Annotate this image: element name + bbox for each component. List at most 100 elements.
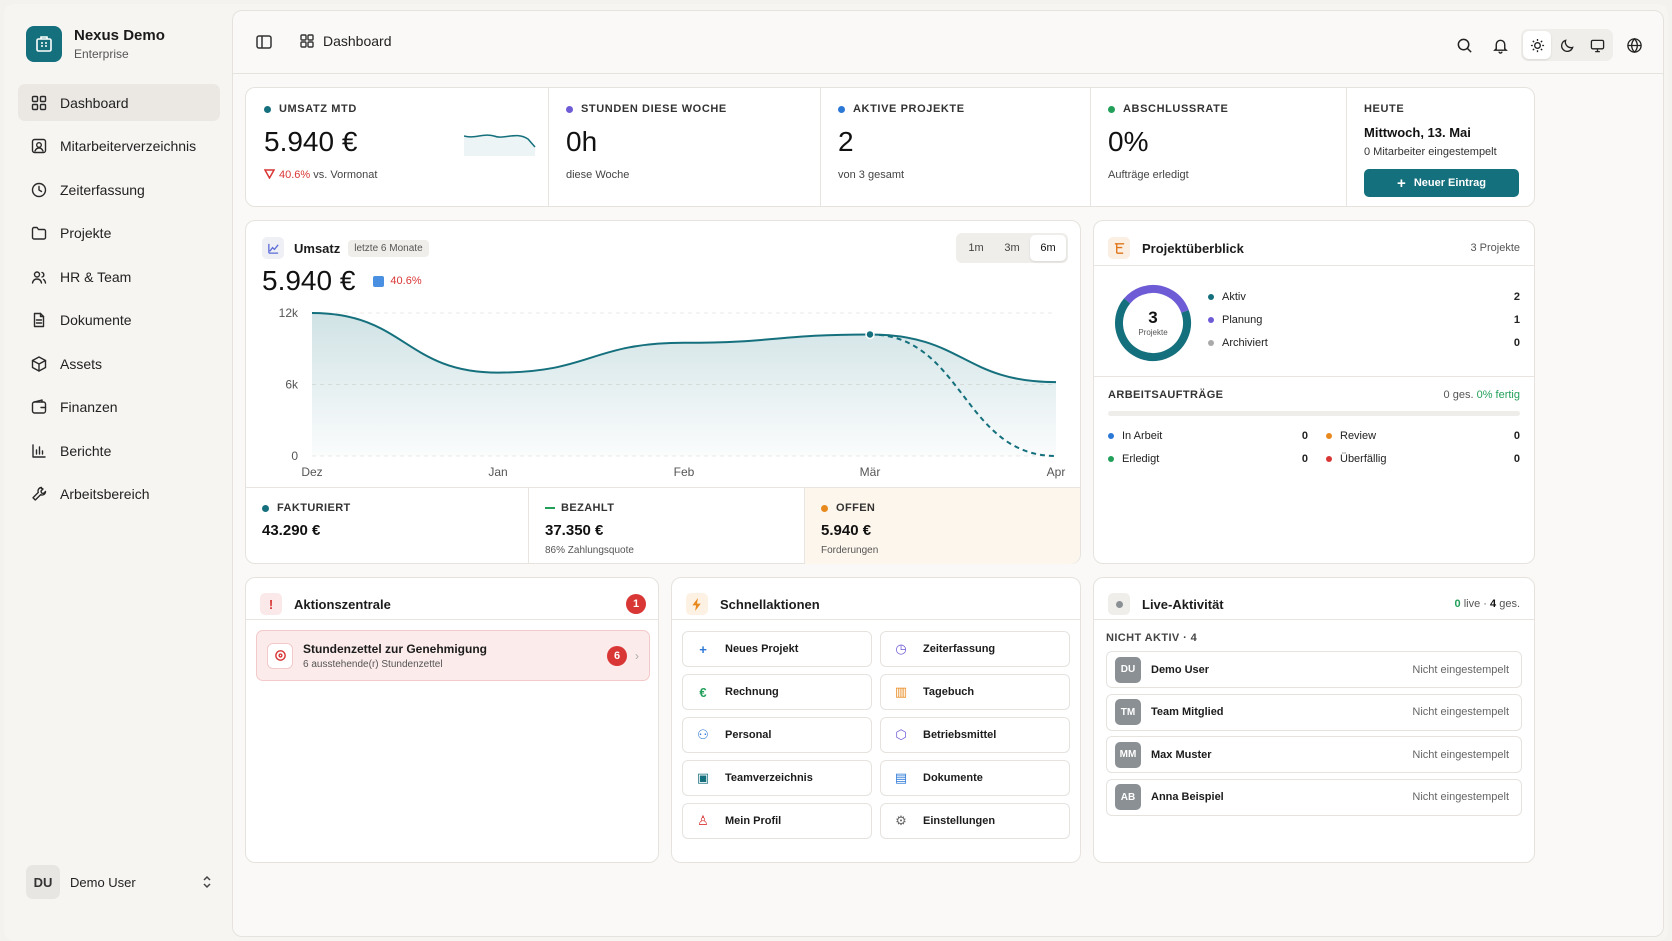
- order-review: Review 0: [1326, 430, 1520, 442]
- quick-action-tagebuch[interactable]: ▥ Tagebuch: [880, 674, 1070, 710]
- series-line: [311, 312, 1057, 384]
- grid-icon: [300, 34, 314, 48]
- sidebar-item-berichte[interactable]: Berichte: [18, 432, 220, 469]
- order-label: In Arbeit: [1122, 430, 1163, 442]
- y-tick-label: 0: [291, 449, 298, 463]
- wallet-icon: [31, 399, 47, 414]
- order-erledigt: Erledigt 0: [1108, 453, 1308, 465]
- range-6m[interactable]: 6m: [1030, 235, 1066, 261]
- live-user-row[interactable]: TM Team Mitglied Nicht eingestempelt: [1106, 693, 1522, 731]
- alert-icon: !: [260, 593, 282, 615]
- kpi-label: STUNDEN DIESE WOCHE: [581, 103, 727, 115]
- range-selector: 1m 3m 6m: [956, 233, 1068, 263]
- revenue-title: Umsatz: [294, 240, 341, 256]
- document-icon: [33, 312, 45, 328]
- quick-action-zeiterfassung[interactable]: ◷ Zeiterfassung: [880, 631, 1070, 667]
- sidebar-item-dashboard[interactable]: Dashboard: [18, 84, 220, 121]
- project-overview-card: Projektüberblick 3 Projekte 3 Projekte A…: [1093, 220, 1535, 564]
- inactive-section-label: NICHT AKTIV · 4: [1106, 632, 1198, 644]
- language-button[interactable]: [1619, 30, 1649, 60]
- theme-light-button[interactable]: [1523, 31, 1551, 59]
- sidebar-item-hr-team[interactable]: HR & Team: [18, 258, 220, 295]
- quick-action-label: Personal: [725, 729, 772, 741]
- legend-label: Planung: [1222, 314, 1263, 326]
- legend-label: Archiviert: [1222, 337, 1268, 349]
- live-user-row[interactable]: DU Demo User Nicht eingestempelt: [1106, 651, 1522, 688]
- user-menu[interactable]: DU Demo User: [26, 864, 214, 900]
- action-center-title: Aktionszentrale: [294, 596, 391, 612]
- quick-action-personal[interactable]: ⚇ Personal: [682, 717, 872, 753]
- moon-icon: [1560, 38, 1574, 52]
- summary-sub: Forderungen: [821, 545, 879, 556]
- legend-aktiv: Aktiv 2: [1208, 291, 1520, 303]
- app-window: Nexus Demo Enterprise Dashboard Mitarbeit…: [4, 4, 1668, 941]
- kpi-value: 0%: [1108, 126, 1149, 157]
- sidebar-item-zeiterfassung[interactable]: Zeiterfassung: [18, 171, 220, 208]
- quick-action-mein-profil[interactable]: ♙ Mein Profil: [682, 803, 872, 839]
- kpi-stunden: STUNDEN DIESE WOCHE 0h diese Woche: [548, 88, 820, 206]
- range-3m[interactable]: 3m: [1004, 242, 1020, 254]
- live-user-row[interactable]: AB Anna Beispiel Nicht eingestempelt: [1106, 778, 1522, 816]
- status-dot: [1326, 433, 1332, 439]
- target-icon: [267, 642, 293, 669]
- range-1m[interactable]: 1m: [968, 242, 984, 254]
- sidebar-item-label: Zeiterfassung: [60, 181, 145, 198]
- action-count-badge: 1: [626, 594, 646, 614]
- orders-done: 0% fertig: [1476, 389, 1520, 401]
- divider: [672, 619, 1080, 620]
- theme-dark-button[interactable]: [1553, 31, 1581, 59]
- theme-switcher: [1521, 29, 1613, 61]
- sidebar-item-finanzen[interactable]: Finanzen: [18, 389, 220, 426]
- sidebar-item-mitarbeiterverzeichnis[interactable]: Mitarbeiterverzeichnis: [18, 128, 220, 165]
- live-user-status: Nicht eingestempelt: [1412, 706, 1509, 718]
- kpi-projekte: AKTIVE PROJEKTE 2 von 3 gesamt: [820, 88, 1090, 206]
- theme-system-button[interactable]: [1583, 31, 1611, 59]
- quick-action-betriebsmittel[interactable]: ⬡ Betriebsmittel: [880, 717, 1070, 753]
- quick-action-rechnung[interactable]: € Rechnung: [682, 674, 872, 710]
- kpi-sub: Aufträge erledigt: [1108, 169, 1189, 181]
- sidebar-toggle-button[interactable]: [255, 33, 273, 54]
- sidebar-item-dokumente[interactable]: Dokumente: [18, 302, 220, 339]
- live-user-name: Anna Beispiel: [1151, 791, 1224, 803]
- dash-icon: [545, 507, 555, 510]
- quick-action-neues-projekt[interactable]: + Neues Projekt: [682, 631, 872, 667]
- kpi-strip: UMSATZ MTD 5.940 € 40.6% vs. Vormonat ST…: [245, 87, 1535, 207]
- kpi-value: 2: [838, 126, 854, 157]
- new-entry-button[interactable]: + Neuer Eintrag: [1364, 169, 1519, 197]
- sidebar-item-arbeitsbereich[interactable]: Arbeitsbereich: [18, 476, 220, 513]
- order-value: 0: [1513, 430, 1520, 442]
- sidebar-item-assets[interactable]: Assets: [18, 345, 220, 382]
- quick-action-label: Betriebsmittel: [923, 729, 997, 741]
- box-icon: [31, 355, 47, 372]
- quick-action-dokumente[interactable]: ▤ Dokumente: [880, 760, 1070, 796]
- x-tick-label: Mär: [860, 465, 881, 479]
- quick-action-einstellungen[interactable]: ⚙ Einstellungen: [880, 803, 1070, 839]
- order-label: Überfällig: [1340, 453, 1387, 465]
- legend-planung: Planung 1: [1208, 314, 1520, 326]
- orders-progress: [1108, 411, 1520, 416]
- chart-point[interactable]: [865, 329, 875, 340]
- action-center-card: ! Aktionszentrale 1 Stundenzettel zur Ge…: [245, 577, 659, 863]
- quick-action-teamverzeichnis[interactable]: ▣ Teamverzeichnis: [682, 760, 872, 796]
- quick-action-icon: ◷: [895, 641, 907, 656]
- orders-title: ARBEITSAUFTRÄGE: [1108, 389, 1224, 401]
- timesheet-approval-item[interactable]: Stundenzettel zur Genehmigung 6 ausstehe…: [256, 630, 650, 681]
- status-dot: [838, 105, 845, 113]
- notifications-button[interactable]: [1485, 30, 1515, 60]
- bar-chart-icon: [32, 443, 46, 458]
- divider: [1090, 88, 1091, 206]
- status-dot: [1108, 433, 1114, 439]
- kpi-delta-suffix: vs. Vormonat: [313, 169, 378, 181]
- brand-plan: Enterprise: [74, 47, 129, 61]
- legend-label: Aktiv: [1222, 291, 1246, 303]
- sidebar-item-projekte[interactable]: Projekte: [18, 215, 220, 252]
- projects-donut: [1115, 285, 1191, 361]
- breadcrumb-current: Dashboard: [323, 33, 392, 49]
- live-user-row[interactable]: MM Max Muster Nicht eingestempelt: [1106, 736, 1522, 773]
- search-button[interactable]: [1449, 30, 1479, 60]
- status-dot: [1326, 456, 1332, 462]
- divider: [528, 488, 529, 564]
- sidebar-item-label: Projekte: [60, 225, 112, 241]
- summary-offen: OFFEN 5.940 € Forderungen: [804, 488, 1080, 564]
- brand[interactable]: Nexus Demo Enterprise: [26, 26, 165, 62]
